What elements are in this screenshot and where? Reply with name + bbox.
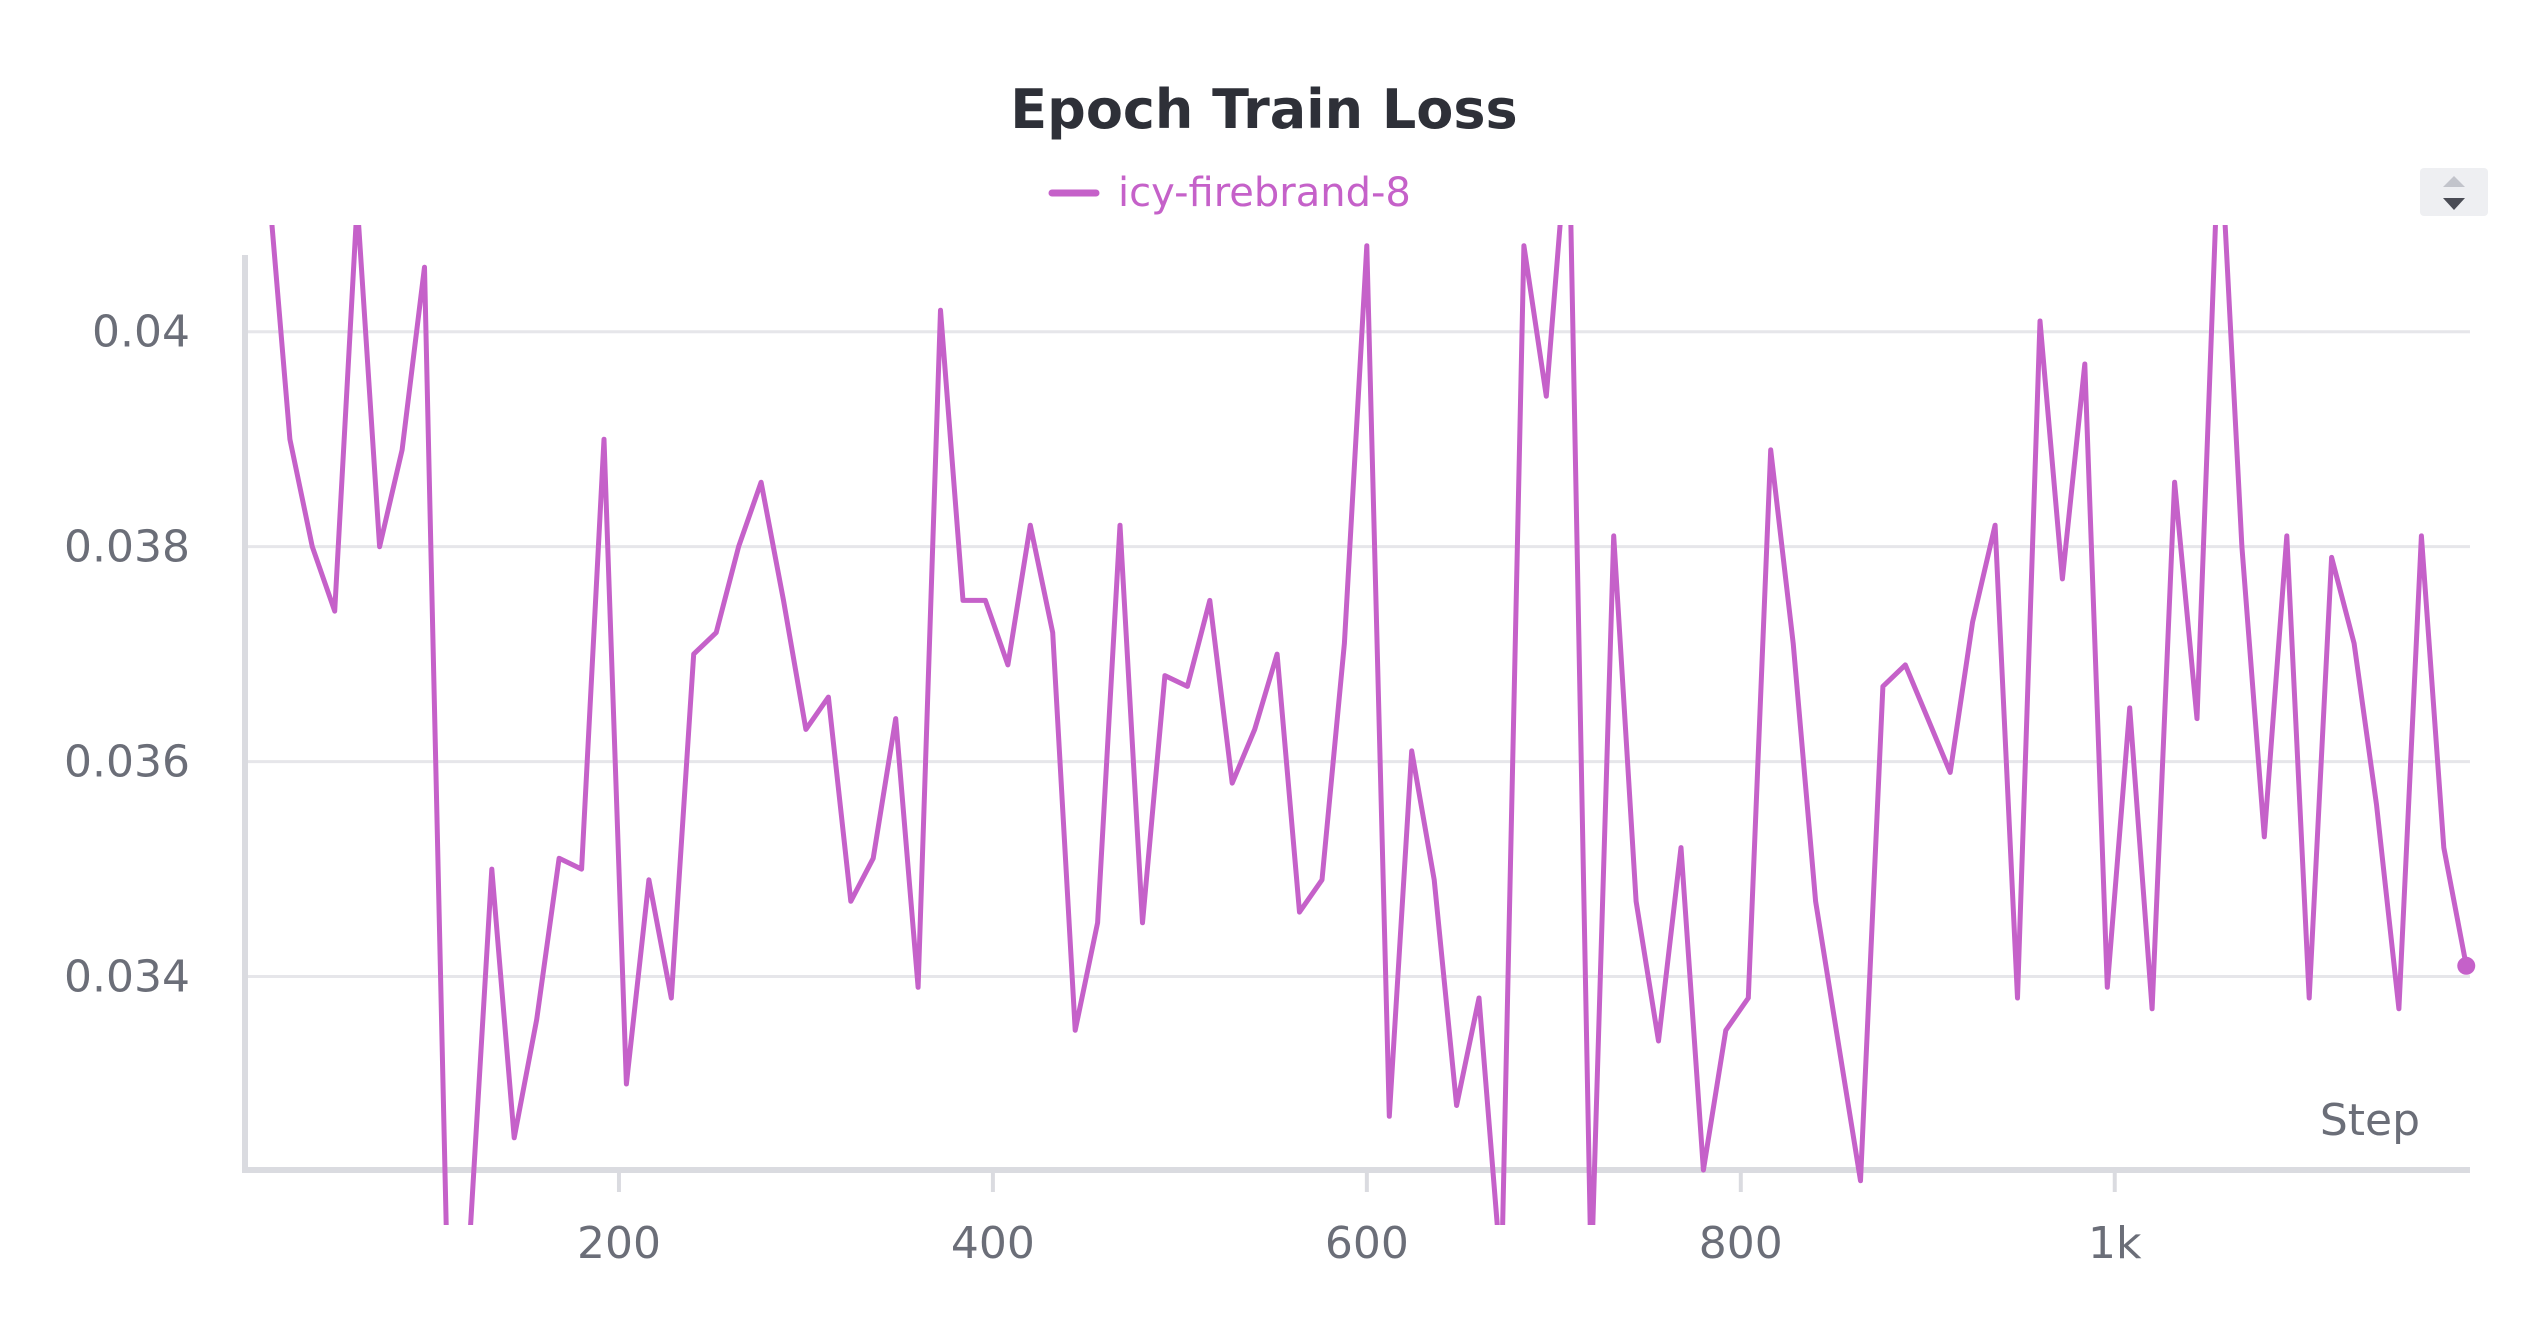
sort-arrows-icon[interactable] [2443,176,2465,210]
x-tick-label: 200 [577,1218,661,1269]
chart-title: Epoch Train Loss [1010,78,1517,141]
legend: icy-firebrand-8 [1048,170,1411,216]
y-tick-label: 0.036 [64,737,190,788]
y-tick-label: 0.038 [64,522,190,573]
x-tick-labels: 200 400 600 800 1k [577,1218,2142,1269]
x-tick-label: 400 [951,1218,1035,1269]
series-endpoint [2457,956,2476,975]
y-tick-labels: 0.034 0.036 0.038 0.04 [64,307,190,1003]
series-line [269,225,2469,1225]
axes [242,255,2470,1192]
x-axis-title: Step [2320,1095,2420,1146]
legend-label: icy-firebrand-8 [1118,170,1411,216]
endpoint-layer [2457,956,2476,975]
y-tick-label: 0.034 [64,952,190,1003]
x-tick-label: 800 [1699,1218,1783,1269]
x-tick-label: 1k [2088,1218,2142,1269]
series-layer [269,225,2469,1225]
x-tick-label: 600 [1325,1218,1409,1269]
legend-scroll-button[interactable] [2420,168,2488,216]
legend-scroll-background[interactable] [2420,168,2488,216]
y-tick-label: 0.04 [92,307,190,358]
